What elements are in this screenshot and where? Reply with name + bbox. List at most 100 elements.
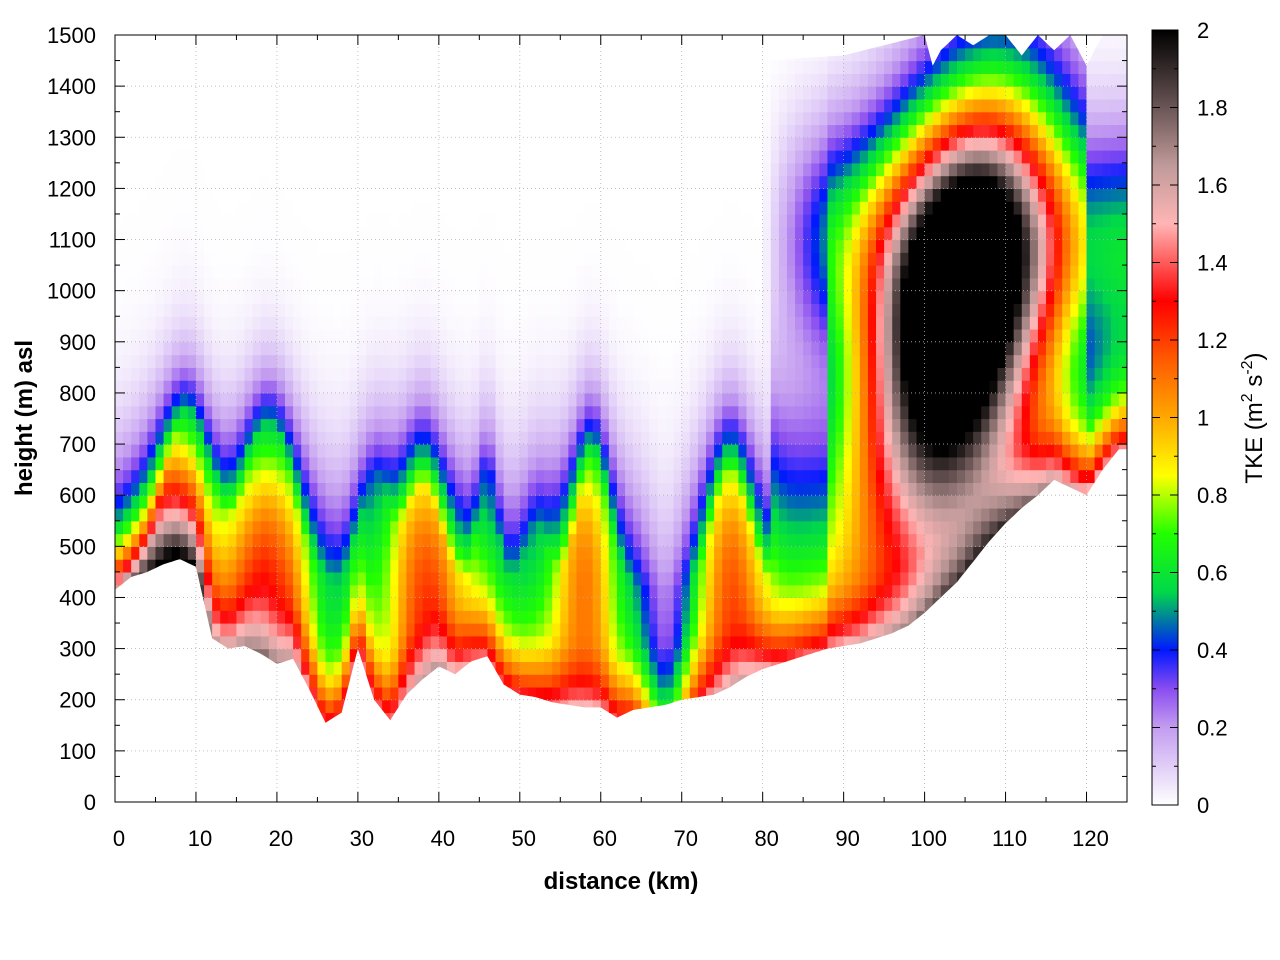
heatmap-cell (374, 367, 383, 381)
heatmap-cell (504, 776, 513, 789)
heatmap-cell (463, 482, 472, 496)
heatmap-cell (616, 648, 626, 662)
heatmap-cell (681, 354, 691, 368)
heatmap-cell (673, 392, 683, 407)
heatmap-cell (714, 584, 723, 599)
heatmap-cell (414, 239, 424, 253)
heatmap-cell (552, 418, 561, 432)
heatmap-cell (560, 751, 569, 764)
heatmap-cell (285, 444, 294, 458)
heatmap-cell (527, 341, 537, 356)
heatmap-cell (301, 495, 310, 509)
heatmap-cell (309, 444, 318, 458)
heatmap-cell (463, 610, 472, 624)
heatmap-cell (244, 316, 254, 330)
heatmap-cell (479, 546, 489, 560)
heatmap-cell (115, 712, 124, 723)
heatmap-cell (195, 252, 205, 266)
heatmap-cell (163, 290, 173, 305)
heatmap-cell (471, 124, 480, 138)
heatmap-cell (220, 623, 229, 637)
heatmap-cell (333, 623, 343, 637)
heatmap-cell (722, 392, 731, 407)
heatmap-cell (584, 150, 594, 164)
heatmap-cell (592, 431, 602, 445)
heatmap-cell (374, 738, 383, 751)
heatmap-cell (770, 341, 780, 356)
heatmap-cell (115, 367, 124, 381)
heatmap-cell (365, 86, 375, 100)
heatmap-cell (625, 239, 634, 253)
heatmap-cell (657, 686, 667, 701)
heatmap-cell (195, 559, 205, 573)
heatmap-cell (285, 725, 294, 738)
heatmap-cell (568, 354, 578, 368)
heatmap-cell (787, 751, 796, 764)
heatmap-cell (689, 341, 699, 356)
heatmap-cell (309, 60, 318, 74)
heatmap-cell (503, 674, 513, 688)
heatmap-cell (568, 418, 578, 432)
heatmap-cell (714, 201, 723, 215)
heatmap-cell (536, 776, 545, 789)
heatmap-cell (714, 674, 723, 688)
heatmap-cell (139, 367, 148, 381)
heatmap-cell (172, 789, 181, 802)
heatmap-cell (560, 686, 569, 701)
heatmap-cell (722, 469, 731, 484)
heatmap-cell (164, 789, 173, 802)
heatmap-cell (649, 507, 659, 522)
heatmap-cell (252, 60, 262, 74)
heatmap-cell (406, 699, 416, 714)
heatmap-cell (350, 751, 359, 764)
heatmap-cell (244, 623, 254, 637)
heatmap-cell (585, 764, 594, 777)
heatmap-cell (309, 354, 318, 368)
heatmap-cell (430, 456, 440, 471)
heatmap-cell (657, 405, 667, 420)
heatmap-cell (195, 648, 205, 662)
heatmap-cell (503, 405, 513, 420)
heatmap-cell (139, 188, 148, 202)
heatmap-cell (633, 610, 642, 624)
heatmap-cell (163, 712, 173, 723)
heatmap-cell (535, 431, 545, 445)
heatmap-cell (616, 188, 626, 202)
heatmap-cell (519, 482, 529, 496)
heatmap-cell (220, 431, 229, 445)
heatmap-cell (576, 86, 586, 100)
heatmap-cell (179, 265, 189, 279)
heatmap-cell (544, 610, 553, 624)
heatmap-cell (147, 597, 157, 611)
heatmap-cell (616, 341, 626, 356)
heatmap-cell (487, 341, 497, 356)
heatmap-cell (633, 162, 642, 177)
heatmap-cell (268, 341, 278, 356)
heatmap-cell (406, 789, 415, 802)
heatmap-cell (625, 188, 634, 202)
heatmap-cell (228, 188, 238, 202)
heatmap-cell (616, 533, 626, 547)
heatmap-cell (552, 751, 561, 764)
heatmap-cell (195, 571, 205, 586)
heatmap-cell (730, 546, 739, 560)
heatmap-cell (527, 507, 537, 522)
heatmap-cell (301, 456, 310, 471)
heatmap-cell (285, 738, 294, 751)
heatmap-cell (527, 226, 537, 241)
heatmap-cell (722, 520, 731, 535)
heatmap-cell (438, 559, 448, 573)
heatmap-cell (608, 610, 618, 624)
heatmap-cell (689, 316, 699, 330)
heatmap-cell (365, 456, 375, 471)
heatmap-cell (195, 456, 205, 471)
heatmap-cell (479, 290, 489, 305)
heatmap-cell (512, 764, 521, 777)
heatmap-cell (535, 226, 545, 241)
heatmap-cell (155, 124, 165, 138)
heatmap-cell (414, 367, 424, 381)
heatmap-cell (519, 86, 529, 100)
heatmap-cell (187, 520, 197, 535)
heatmap-cell (584, 597, 594, 611)
heatmap-cell (738, 405, 748, 420)
